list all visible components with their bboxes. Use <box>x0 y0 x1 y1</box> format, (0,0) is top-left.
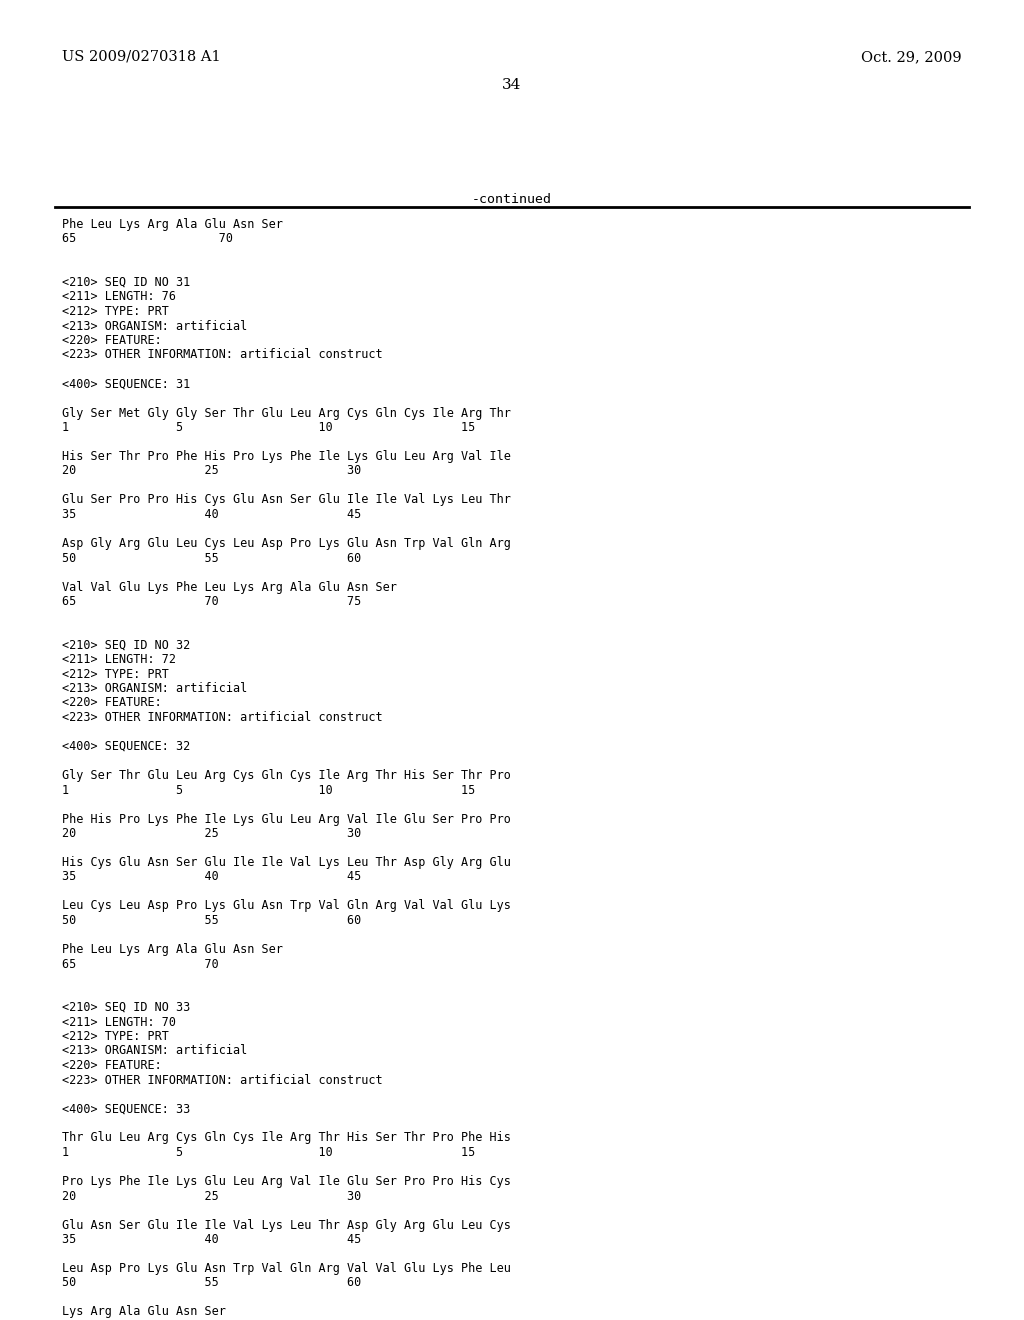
Text: Thr Glu Leu Arg Cys Gln Cys Ile Arg Thr His Ser Thr Pro Phe His: Thr Glu Leu Arg Cys Gln Cys Ile Arg Thr … <box>62 1131 511 1144</box>
Text: 20                  25                  30: 20 25 30 <box>62 828 361 840</box>
Text: Leu Asp Pro Lys Glu Asn Trp Val Gln Arg Val Val Glu Lys Phe Leu: Leu Asp Pro Lys Glu Asn Trp Val Gln Arg … <box>62 1262 511 1275</box>
Text: Gly Ser Thr Glu Leu Arg Cys Gln Cys Ile Arg Thr His Ser Thr Pro: Gly Ser Thr Glu Leu Arg Cys Gln Cys Ile … <box>62 770 511 781</box>
Text: 35                  40                  45: 35 40 45 <box>62 508 361 521</box>
Text: <211> LENGTH: 70: <211> LENGTH: 70 <box>62 1015 176 1028</box>
Text: <212> TYPE: PRT: <212> TYPE: PRT <box>62 1030 169 1043</box>
Text: <210> SEQ ID NO 33: <210> SEQ ID NO 33 <box>62 1001 190 1014</box>
Text: <213> ORGANISM: artificial: <213> ORGANISM: artificial <box>62 1044 247 1057</box>
Text: 1               5                   10                  15: 1 5 10 15 <box>62 421 475 434</box>
Text: Val Val Glu Lys Phe Leu Lys Arg Ala Glu Asn Ser: Val Val Glu Lys Phe Leu Lys Arg Ala Glu … <box>62 581 397 594</box>
Text: <212> TYPE: PRT: <212> TYPE: PRT <box>62 305 169 318</box>
Text: <211> LENGTH: 72: <211> LENGTH: 72 <box>62 653 176 667</box>
Text: 65                  70                  75: 65 70 75 <box>62 595 361 609</box>
Text: Gly Ser Met Gly Gly Ser Thr Glu Leu Arg Cys Gln Cys Ile Arg Thr: Gly Ser Met Gly Gly Ser Thr Glu Leu Arg … <box>62 407 511 420</box>
Text: <220> FEATURE:: <220> FEATURE: <box>62 334 162 347</box>
Text: <400> SEQUENCE: 33: <400> SEQUENCE: 33 <box>62 1102 190 1115</box>
Text: <400> SEQUENCE: 32: <400> SEQUENCE: 32 <box>62 741 190 752</box>
Text: Glu Ser Pro Pro His Cys Glu Asn Ser Glu Ile Ile Val Lys Leu Thr: Glu Ser Pro Pro His Cys Glu Asn Ser Glu … <box>62 494 511 507</box>
Text: <210> SEQ ID NO 32: <210> SEQ ID NO 32 <box>62 639 190 652</box>
Text: Glu Asn Ser Glu Ile Ile Val Lys Leu Thr Asp Gly Arg Glu Leu Cys: Glu Asn Ser Glu Ile Ile Val Lys Leu Thr … <box>62 1218 511 1232</box>
Text: <400> SEQUENCE: 31: <400> SEQUENCE: 31 <box>62 378 190 391</box>
Text: <210> SEQ ID NO 31: <210> SEQ ID NO 31 <box>62 276 190 289</box>
Text: Phe Leu Lys Arg Ala Glu Asn Ser: Phe Leu Lys Arg Ala Glu Asn Ser <box>62 942 283 956</box>
Text: 20                  25                  30: 20 25 30 <box>62 1189 361 1203</box>
Text: Pro Lys Phe Ile Lys Glu Leu Arg Val Ile Glu Ser Pro Pro His Cys: Pro Lys Phe Ile Lys Glu Leu Arg Val Ile … <box>62 1175 511 1188</box>
Text: 35                  40                  45: 35 40 45 <box>62 870 361 883</box>
Text: -continued: -continued <box>472 193 552 206</box>
Text: Oct. 29, 2009: Oct. 29, 2009 <box>861 50 962 63</box>
Text: <213> ORGANISM: artificial: <213> ORGANISM: artificial <box>62 682 247 696</box>
Text: 50                  55                  60: 50 55 60 <box>62 552 361 565</box>
Text: 34: 34 <box>503 78 521 92</box>
Text: <223> OTHER INFORMATION: artificial construct: <223> OTHER INFORMATION: artificial cons… <box>62 1073 383 1086</box>
Text: Asp Gly Arg Glu Leu Cys Leu Asp Pro Lys Glu Asn Trp Val Gln Arg: Asp Gly Arg Glu Leu Cys Leu Asp Pro Lys … <box>62 537 511 550</box>
Text: <220> FEATURE:: <220> FEATURE: <box>62 697 162 710</box>
Text: 1               5                   10                  15: 1 5 10 15 <box>62 784 475 796</box>
Text: <212> TYPE: PRT: <212> TYPE: PRT <box>62 668 169 681</box>
Text: 50                  55                  60: 50 55 60 <box>62 1276 361 1290</box>
Text: His Cys Glu Asn Ser Glu Ile Ile Val Lys Leu Thr Asp Gly Arg Glu: His Cys Glu Asn Ser Glu Ile Ile Val Lys … <box>62 855 511 869</box>
Text: US 2009/0270318 A1: US 2009/0270318 A1 <box>62 50 220 63</box>
Text: 35                  40                  45: 35 40 45 <box>62 1233 361 1246</box>
Text: <211> LENGTH: 76: <211> LENGTH: 76 <box>62 290 176 304</box>
Text: Phe His Pro Lys Phe Ile Lys Glu Leu Arg Val Ile Glu Ser Pro Pro: Phe His Pro Lys Phe Ile Lys Glu Leu Arg … <box>62 813 511 825</box>
Text: 50                  55                  60: 50 55 60 <box>62 913 361 927</box>
Text: 65                  70: 65 70 <box>62 957 219 970</box>
Text: <213> ORGANISM: artificial: <213> ORGANISM: artificial <box>62 319 247 333</box>
Text: His Ser Thr Pro Phe His Pro Lys Phe Ile Lys Glu Leu Arg Val Ile: His Ser Thr Pro Phe His Pro Lys Phe Ile … <box>62 450 511 463</box>
Text: Lys Arg Ala Glu Asn Ser: Lys Arg Ala Glu Asn Ser <box>62 1305 226 1319</box>
Text: Phe Leu Lys Arg Ala Glu Asn Ser: Phe Leu Lys Arg Ala Glu Asn Ser <box>62 218 283 231</box>
Text: Leu Cys Leu Asp Pro Lys Glu Asn Trp Val Gln Arg Val Val Glu Lys: Leu Cys Leu Asp Pro Lys Glu Asn Trp Val … <box>62 899 511 912</box>
Text: 20                  25                  30: 20 25 30 <box>62 465 361 478</box>
Text: 65                    70: 65 70 <box>62 232 233 246</box>
Text: 1               5                   10                  15: 1 5 10 15 <box>62 1146 475 1159</box>
Text: <220> FEATURE:: <220> FEATURE: <box>62 1059 162 1072</box>
Text: <223> OTHER INFORMATION: artificial construct: <223> OTHER INFORMATION: artificial cons… <box>62 348 383 362</box>
Text: <223> OTHER INFORMATION: artificial construct: <223> OTHER INFORMATION: artificial cons… <box>62 711 383 723</box>
